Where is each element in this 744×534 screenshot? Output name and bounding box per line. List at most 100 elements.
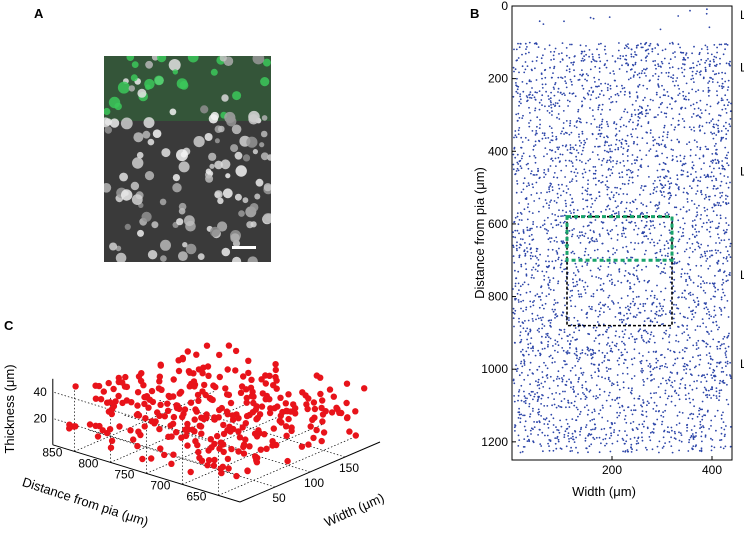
chart-b-point [593, 118, 596, 121]
chart-c-point [310, 399, 318, 406]
chart-b-point [626, 373, 629, 375]
chart-b-point [594, 309, 597, 312]
chart-b-point [655, 357, 658, 360]
chart-b-point [600, 164, 603, 166]
chart-b-point [594, 166, 597, 168]
chart-b-point [703, 132, 706, 135]
chart-b-point [606, 343, 608, 346]
chart-c-point [122, 373, 129, 381]
chart-b-point [552, 417, 555, 420]
chart-b-point [618, 193, 620, 196]
chart-b-point [562, 127, 565, 130]
chart-b-point [530, 233, 533, 236]
chart-b-point [551, 361, 554, 364]
chart-b-point [683, 126, 686, 129]
chart-b-point [568, 440, 570, 443]
chart-b-point [620, 351, 623, 354]
chart-b-point [645, 330, 648, 333]
chart-c-point [326, 386, 334, 393]
chart-b-point [514, 285, 517, 287]
chart-c-point [182, 432, 190, 440]
chart-b-point [606, 141, 608, 144]
chart-b-point [537, 378, 540, 381]
chart-b-point [716, 90, 718, 92]
chart-b-point [699, 99, 702, 102]
chart-b-point [650, 225, 652, 227]
chart-b-point [647, 165, 650, 168]
chart-b-point [704, 255, 707, 257]
chart-b-point [573, 316, 576, 319]
chart-b-point [578, 133, 580, 136]
chart-b-point [582, 96, 585, 99]
chart-b-point [593, 340, 596, 342]
chart-b-point [659, 250, 662, 253]
chart-b-point [539, 295, 541, 298]
chart-b-point [698, 449, 701, 452]
chart-b-point [661, 152, 663, 155]
chart-b-point [601, 242, 604, 245]
chart-b-point [538, 108, 541, 111]
chart-b-point [607, 125, 610, 128]
chart-b-point [656, 321, 659, 324]
chart-b-point [547, 230, 549, 232]
chart-b-point [725, 398, 728, 401]
chart-b-point [697, 179, 699, 182]
chart-b-point [558, 99, 561, 102]
chart-b-point [722, 53, 725, 56]
chart-b-point [711, 254, 714, 257]
chart-b-point [518, 246, 521, 249]
chart-b-point [514, 282, 517, 285]
chart-b-point [700, 381, 702, 383]
chart-b-point [563, 398, 566, 400]
chart-b-point [656, 298, 658, 300]
micrograph-cell [109, 242, 118, 251]
chart-b-point [523, 438, 526, 440]
chart-b-point [700, 286, 702, 289]
chart-c-point [271, 405, 278, 412]
chart-b-point [580, 142, 583, 144]
chart-b-point [720, 414, 723, 417]
chart-b-point [649, 108, 651, 111]
chart-b-point [553, 88, 555, 90]
chart-b-point [692, 164, 695, 167]
chart-b-point [657, 75, 660, 78]
chart-b-point [623, 409, 625, 412]
chart-b-point [678, 123, 680, 126]
chart-c-point [255, 427, 262, 434]
chart-b-point [643, 68, 645, 70]
chart-b-point [691, 74, 694, 77]
chart-b-point [656, 155, 659, 158]
chart-b-point [628, 179, 630, 182]
chart-b-point [676, 252, 679, 255]
chart-b-point [600, 113, 602, 115]
chart-b-point [578, 120, 581, 123]
chart-b-point [594, 428, 596, 431]
chart-b-point [622, 229, 625, 232]
chart-b-point [543, 176, 545, 179]
chart-b-point [549, 439, 552, 442]
chart-b-point [691, 374, 693, 376]
micrograph-cell [263, 183, 271, 192]
chart-b-point [663, 145, 666, 148]
chart-b-point [590, 295, 593, 297]
chart-b-point [723, 343, 725, 345]
chart-b-point [634, 162, 636, 165]
chart-b-point [585, 45, 587, 47]
micrograph-cell [157, 56, 167, 63]
chart-b-point [608, 16, 611, 18]
chart-b-point [632, 76, 635, 78]
micrograph-cell [222, 188, 233, 199]
chart-b-point [637, 109, 640, 111]
chart-b-point [695, 431, 697, 434]
chart-b-point [640, 72, 643, 75]
chart-b-point [624, 227, 627, 230]
chart-b-point [580, 309, 583, 311]
micrograph-cell [145, 84, 151, 90]
chart-b-point [560, 337, 563, 340]
chart-b-point [570, 437, 572, 440]
micrograph-cell [147, 250, 158, 260]
chart-b-point [700, 58, 703, 61]
chart-b-point [633, 267, 635, 269]
chart-b-point [653, 294, 656, 297]
